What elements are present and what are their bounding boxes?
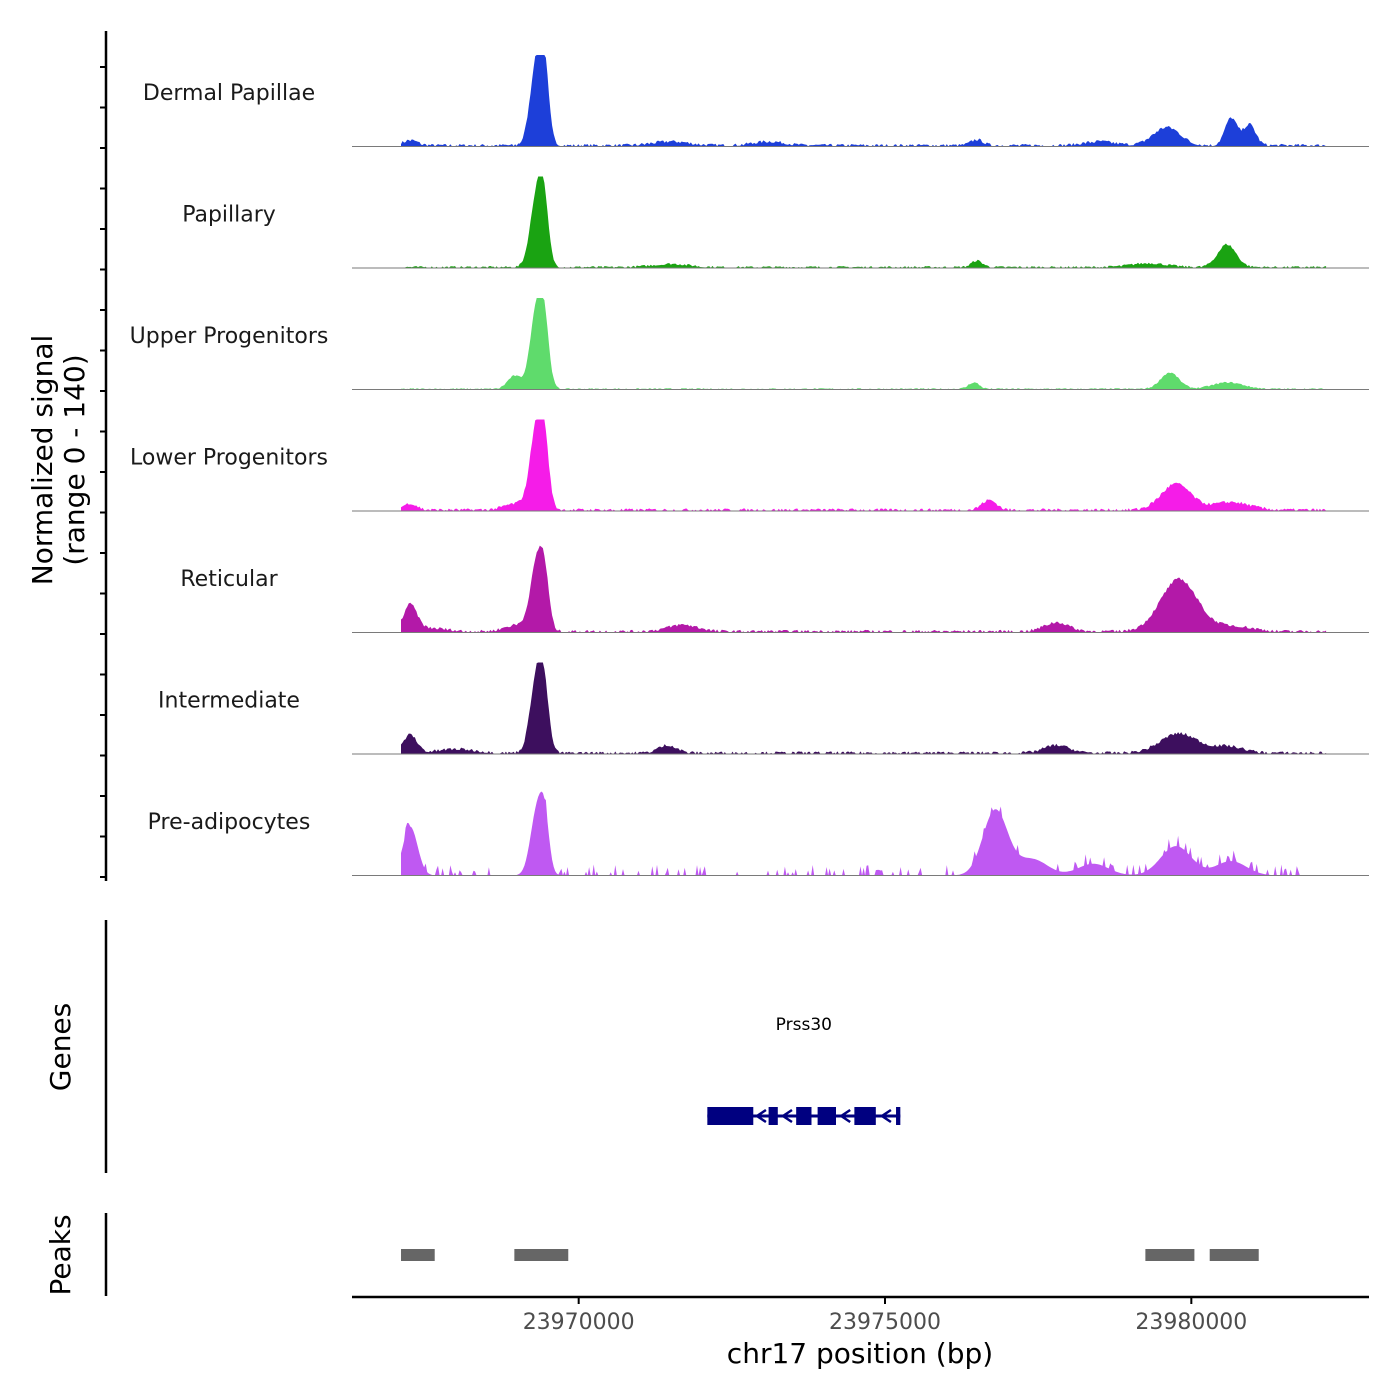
y-axis-subtitle: (range 0 - 140) xyxy=(58,354,91,565)
y-tick-marks xyxy=(100,66,106,878)
peak-track xyxy=(401,1249,1259,1261)
track-label: Reticular xyxy=(180,567,278,592)
x-tick-label: 23970000 xyxy=(523,1310,635,1335)
peaks-track-title: Peaks xyxy=(44,1214,77,1295)
gene-exon xyxy=(796,1107,812,1125)
signal-area xyxy=(401,176,1327,268)
gene-exon xyxy=(896,1107,901,1125)
signal-area xyxy=(401,298,1327,390)
gene-exon xyxy=(768,1107,778,1125)
track-reticular: Reticular xyxy=(180,545,1369,633)
signal-area xyxy=(401,662,1327,754)
signal-tracks: Dermal Papillae Papillary Upper Progenitor… xyxy=(130,55,1369,876)
strand-arrow xyxy=(780,1108,793,1124)
peak-region xyxy=(401,1249,435,1261)
gene-exon xyxy=(707,1107,754,1125)
y-axis-title: Normalized signal xyxy=(26,335,59,586)
signal-area xyxy=(401,55,1327,147)
track-label: Lower Progenitors xyxy=(130,446,328,471)
gene-track: Prss30 xyxy=(707,1015,901,1125)
peak-region xyxy=(1209,1249,1259,1261)
signal-area xyxy=(401,545,1327,633)
track-label: Intermediate xyxy=(158,689,300,714)
track-label: Dermal Papillae xyxy=(143,81,315,106)
track-pre-adipocytes: Pre-adipocytes xyxy=(148,791,1369,876)
track-upper-progenitors: Upper Progenitors xyxy=(130,298,1369,390)
peak-region xyxy=(1145,1249,1195,1261)
track-intermediate: Intermediate xyxy=(158,662,1369,755)
x-axis-title: chr17 position (bp) xyxy=(727,1337,993,1370)
peak-region xyxy=(514,1249,569,1261)
gene-label: Prss30 xyxy=(776,1015,832,1035)
track-dermal-papillae: Dermal Papillae xyxy=(143,55,1369,147)
track-label: Upper Progenitors xyxy=(130,324,329,349)
strand-arrow xyxy=(754,1108,767,1124)
x-axis-ticks: 23970000 23975000 23980000 xyxy=(523,1297,1247,1335)
track-papillary: Papillary xyxy=(182,176,1369,269)
genes-track-title: Genes xyxy=(44,1003,77,1091)
gene-exon xyxy=(817,1107,836,1125)
signal-area xyxy=(401,791,1327,876)
x-tick-label: 23975000 xyxy=(829,1310,941,1335)
strand-arrow xyxy=(838,1108,851,1124)
track-lower-progenitors: Lower Progenitors xyxy=(130,419,1369,512)
strand-arrow xyxy=(879,1108,892,1124)
signal-area xyxy=(401,419,1327,511)
x-tick-label: 23980000 xyxy=(1135,1310,1247,1335)
track-label: Papillary xyxy=(182,203,276,228)
track-label: Pre-adipocytes xyxy=(148,810,311,835)
gene-exon xyxy=(854,1107,876,1125)
